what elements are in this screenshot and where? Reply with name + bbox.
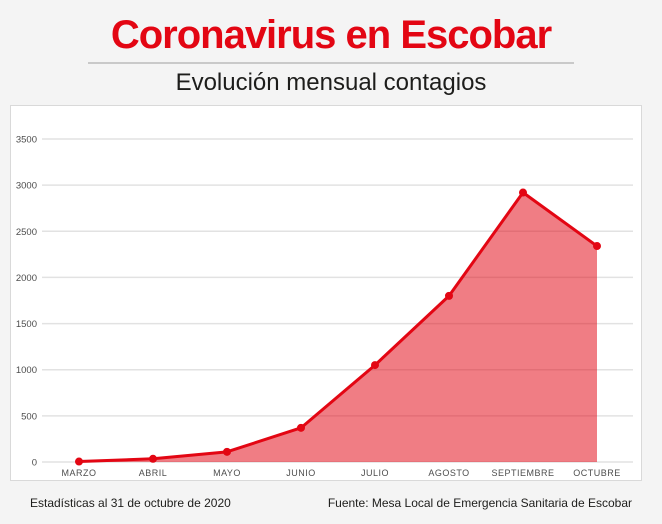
y-tick-label: 3000 bbox=[16, 181, 37, 192]
x-axis-label: JULIO bbox=[361, 468, 389, 478]
y-tick-label: 1000 bbox=[16, 365, 37, 376]
x-axis-label: OCTUBRE bbox=[573, 468, 621, 478]
y-tick-label: 1500 bbox=[16, 319, 37, 330]
data-point bbox=[445, 291, 453, 300]
x-axis-label: ABRIL bbox=[139, 468, 168, 478]
footer: Estadísticas al 31 de octubre de 2020 Fu… bbox=[0, 494, 662, 514]
x-axis-label: AGOSTO bbox=[428, 468, 469, 478]
y-tick-label: 500 bbox=[21, 411, 37, 422]
data-point bbox=[371, 361, 379, 370]
data-point bbox=[297, 423, 305, 432]
data-point bbox=[75, 457, 83, 466]
y-tick-label: 2000 bbox=[16, 273, 37, 284]
area-fill bbox=[79, 192, 597, 463]
data-line bbox=[77, 191, 599, 464]
footer-source: Fuente: Mesa Local de Emergencia Sanitar… bbox=[327, 496, 632, 510]
x-axis-label: SEPTIEMBRE bbox=[491, 468, 554, 478]
data-point bbox=[593, 242, 601, 251]
x-axis-label: MAYO bbox=[213, 468, 241, 478]
y-tick-label: 2500 bbox=[16, 227, 37, 238]
y-tick-label: 0 bbox=[32, 458, 37, 469]
chart-panel: 0 500 1000 1500 2000 2500 3000 3500 MARZO ABRIL MA… bbox=[10, 105, 642, 481]
data-point bbox=[223, 447, 231, 456]
title-divider bbox=[88, 62, 574, 64]
footer-stats-note: Estadísticas al 31 de octubre de 2020 bbox=[30, 496, 231, 510]
x-axis-label: JUNIO bbox=[286, 468, 316, 478]
y-tick-label: 3500 bbox=[16, 135, 37, 146]
data-point bbox=[519, 188, 527, 197]
page-title: Coronavirus en Escobar bbox=[110, 13, 552, 57]
x-axis-label: MARZO bbox=[62, 468, 97, 478]
chart-subtitle: Evolución mensual contagios bbox=[175, 69, 487, 96]
contagion-area-chart: 0 500 1000 1500 2000 2500 3000 3500 MARZO ABRIL MA… bbox=[16, 135, 633, 478]
data-point bbox=[149, 454, 157, 463]
